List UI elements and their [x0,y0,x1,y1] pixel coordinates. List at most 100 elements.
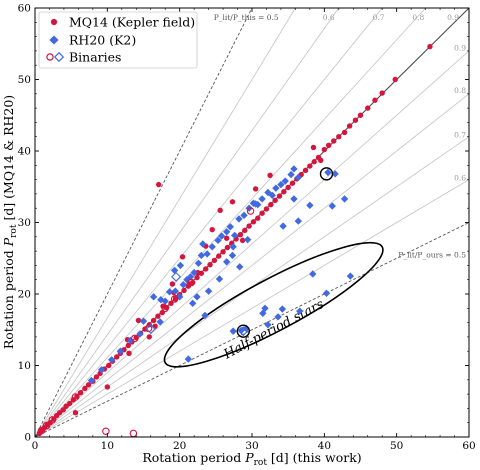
mq14-point [155,181,162,188]
mq14-point [169,281,176,287]
x-tick-label-6: 60 [462,440,475,452]
ratio-label-top-4: 0.9 [447,13,459,22]
mq14-point [352,117,359,123]
rh20-point [186,273,195,281]
y-tick-label-4: 40 [18,146,31,158]
rh20-point [139,317,148,325]
mq14-point [276,193,283,199]
mq14-point [77,389,84,396]
mq14-point [281,189,287,195]
mq14-point [93,374,100,380]
mq14-point [85,382,92,388]
mq14-point [82,385,88,392]
mq14-point [224,244,231,251]
ratio-line-upper-0.9 [35,8,426,437]
rh20-point [346,272,355,280]
rh20-point [126,336,135,345]
mq14-point [325,142,332,148]
rh20-point [87,376,96,385]
mq14-point [346,123,353,129]
mq14-point [181,287,187,294]
mq14-point [242,227,248,234]
rh20-point [264,321,272,329]
mq14-point [427,43,433,50]
ratio-label-top-1: 0.6 [323,13,335,22]
mq14-point [250,219,257,225]
mq14-point [321,146,328,153]
rh20-point [215,275,224,283]
mq14-point [106,362,112,369]
mq14-point [216,253,222,259]
ratio-label-right-2: 0.7 [454,131,466,140]
rh20-point [251,200,260,208]
mq14-point [255,215,261,221]
mq14-point [223,235,230,241]
mq14-point [114,354,120,360]
rh20-point [261,304,269,312]
rh20-point [208,243,216,251]
rh20-point [161,297,169,305]
binary-circle-point [42,421,51,430]
mq14-point [229,199,236,205]
mq14-point [209,226,215,233]
ticks-layer: 0 10 20 30 40 50 60 0 10 20 30 40 50 60 [18,3,476,453]
rh20-point [274,313,282,321]
rh20-point [107,356,116,364]
reference-line-labels: P_lit/P_this = 0.5 0.6 0.7 0.8 0.9 0.9 0.8 0.7 0… [214,13,467,260]
mq14-point [263,206,270,212]
rh20-point [194,259,203,267]
y-tick-label-2: 20 [18,289,31,301]
mq14-point [155,313,161,319]
y-tick-label-0: 0 [24,432,31,444]
ratio-label-top-3: 0.8 [412,13,424,22]
x-tick-label-3: 30 [245,440,258,452]
rh20-point [189,299,197,307]
rh20-point [340,195,349,203]
mq14-point [379,90,385,96]
mq14-point [336,134,342,140]
mq14-point [220,249,226,255]
legend-marker-binary-diamond [53,51,65,63]
rh20-point [243,235,252,244]
mq14-point [392,76,398,83]
y-axis-title-symbol: P [1,237,16,247]
binary-circle-point [37,426,46,435]
rh20-point [228,251,237,260]
mq14-point [194,274,200,281]
mq14-point [310,144,317,151]
rh20-point [136,330,144,338]
y-axis-title-subscript: rot [9,224,19,238]
rh20-point [223,258,231,266]
mq14-point [135,317,142,324]
binary-diamond-point [171,271,182,282]
rh20-point [149,293,158,301]
mq14-point [311,159,317,165]
rh20-point [165,288,174,296]
rh20-point [294,217,302,225]
ratio-line-lower-0.9 [35,50,469,437]
ratio-label-top-0: P_lit/P_this = 0.5 [214,13,279,22]
rh20-point [229,327,237,335]
legend-label-mq14: MQ14 (Kepler field) [69,15,195,30]
mq14-point [272,197,278,204]
mq14-point [268,201,274,208]
y-tick-label-3: 30 [18,217,31,229]
y-tick-label-5: 50 [18,74,31,86]
ratio-line-lower-0.6 [35,179,469,437]
rh20-point [197,251,206,260]
mq14-point [357,112,364,118]
ratio-label-right-1: 0.8 [454,86,466,95]
mq14-point [307,163,313,169]
mq14-point [152,323,158,329]
binary-circle-point [102,427,110,436]
rh20-point [287,170,295,179]
x-axis-title-pre: Rotation period [142,450,245,465]
ratio-label-top-2: 0.7 [373,13,385,22]
mq14-point [365,105,371,111]
mq14-point [259,210,265,216]
x-tick-label-5: 50 [390,440,403,452]
x-tick-label-0: 0 [32,440,39,452]
legend-marker-mq14 [50,18,58,26]
ratio-line-upper-0.6 [35,8,296,437]
